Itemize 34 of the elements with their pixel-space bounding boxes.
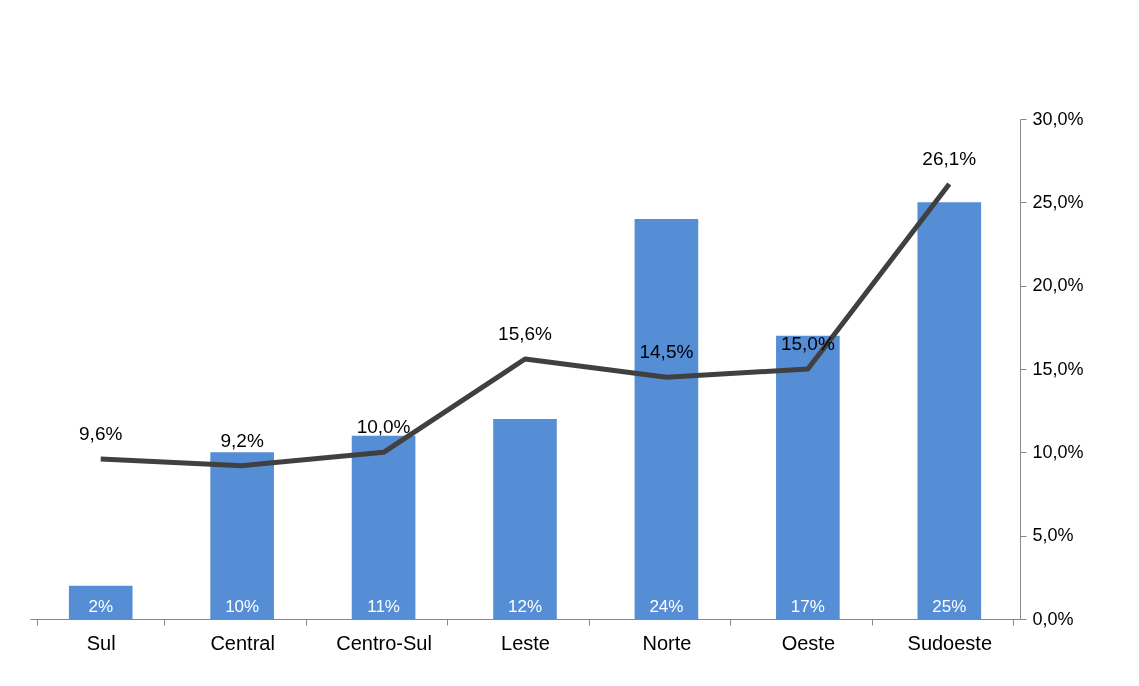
data-label: 10% (225, 597, 260, 616)
x-tick-label: Centro-Sul (336, 631, 432, 654)
data-label: 11% (367, 597, 400, 616)
y-tick-label: 5,0% (1032, 525, 1074, 546)
bar (493, 419, 557, 619)
x-tick-label: Sul (86, 631, 116, 654)
bar (68, 585, 133, 619)
y-tick-label: 25,0% (1032, 191, 1084, 212)
x-tick-label: Oeste (781, 631, 836, 654)
bar (634, 219, 699, 619)
bar (917, 202, 982, 619)
x-tick-label: Central (210, 631, 275, 654)
bar (210, 452, 274, 619)
y-tick-label: 0,0% (1032, 608, 1074, 629)
bar (351, 435, 416, 619)
x-tick-label: Norte (642, 631, 692, 654)
data-label: 2% (88, 597, 113, 616)
data-label: 17% (790, 597, 825, 616)
data-label: 26,1% (922, 148, 977, 169)
data-label: 25% (932, 597, 967, 616)
y-tick-label: 15,0% (1032, 358, 1084, 379)
data-label: 15,6% (498, 323, 553, 344)
data-label: 12% (507, 597, 543, 616)
y-tick-label: 20,0% (1032, 275, 1084, 296)
x-tick-label: Leste (501, 631, 550, 654)
data-label: 9,2% (220, 429, 264, 451)
data-label: 24% (649, 597, 684, 616)
bar (776, 335, 840, 619)
y-tick-label: 10,0% (1032, 441, 1084, 462)
x-tick-label: Sudoeste (907, 631, 993, 654)
data-label: 14,5% (639, 341, 694, 363)
data-label: 9,6% (79, 423, 123, 444)
data-label: 10,0% (356, 416, 411, 438)
y-tick-label: 30,0% (1032, 108, 1084, 129)
